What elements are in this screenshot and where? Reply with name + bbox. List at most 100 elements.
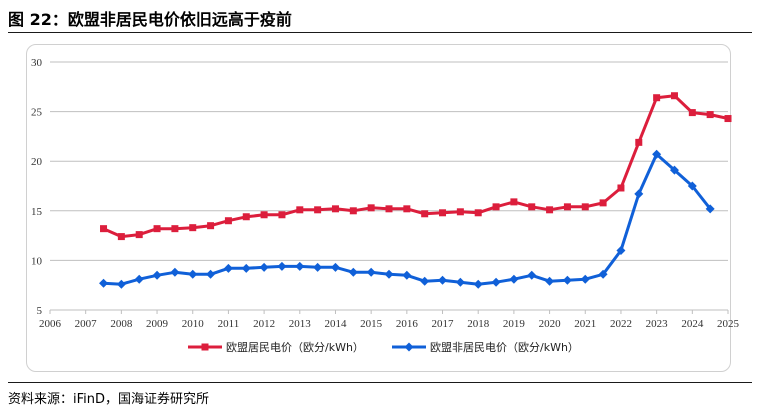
bottom-rule [8, 382, 752, 383]
series-1-point [528, 203, 536, 211]
series-1-point [439, 209, 447, 217]
series-2-point [652, 149, 662, 159]
series-1-point [189, 224, 197, 232]
series-2-point [223, 263, 233, 273]
legend-label-1: 欧盟居民电价（欧分/kWh） [226, 341, 364, 354]
series-1-point [314, 206, 322, 214]
series-1-point [563, 203, 571, 211]
series-1-point [260, 211, 268, 219]
series-2-point [295, 261, 305, 271]
series-2-point [580, 274, 590, 284]
series-2-point [491, 277, 501, 287]
x-tick-label: 2017 [432, 318, 455, 330]
x-tick-label: 2007 [75, 318, 98, 330]
top-rule [8, 32, 752, 33]
x-tick-label: 2024 [681, 318, 704, 330]
series-2-point [116, 279, 126, 289]
series-2-point [527, 270, 537, 280]
series-2-point [152, 270, 162, 280]
series-2-point [330, 262, 340, 272]
x-tick-label: 2014 [324, 318, 347, 330]
series-2-point [545, 276, 555, 286]
x-tick-label: 2009 [146, 318, 169, 330]
series-1-point [581, 203, 589, 211]
series-2-point [313, 262, 323, 272]
series-2-point [402, 270, 412, 280]
y-tick-label: 25 [31, 107, 43, 119]
series-2-point [687, 181, 697, 191]
series-2-point [277, 261, 287, 271]
series-1-point [421, 210, 429, 218]
series-2-point [366, 267, 376, 277]
series-1-point [153, 225, 161, 233]
series-2-point [634, 189, 644, 199]
series-1-point [492, 203, 500, 211]
figure-title: 图 22：欧盟非居民电价依旧远高于疫前 [8, 10, 292, 29]
series-2-point [438, 275, 448, 285]
series-2-point [348, 267, 358, 277]
series-1-point [331, 205, 339, 213]
series-2-point [705, 204, 715, 214]
y-tick-label: 15 [31, 206, 43, 218]
series-1-point [546, 206, 554, 214]
legend-label-2: 欧盟非居民电价（欧分/kWh） [430, 341, 579, 354]
series-2-point [241, 263, 251, 273]
y-tick-label: 10 [31, 255, 43, 267]
series-1-point [171, 225, 179, 233]
series-1-point [456, 208, 464, 216]
x-tick-label: 2021 [574, 318, 596, 330]
series-line-2 [103, 152, 712, 286]
series-1-point [706, 111, 714, 119]
y-tick-label: 30 [31, 57, 43, 69]
series-2-point [420, 276, 430, 286]
series-2-point [134, 274, 144, 284]
series-1-point [670, 92, 678, 100]
x-tick-label: 2010 [182, 318, 205, 330]
series-2-point [473, 279, 483, 289]
x-tick-label: 2015 [360, 318, 383, 330]
legend-marker-1 [201, 343, 209, 351]
series-1-point [617, 184, 625, 192]
series-line-1 [102, 94, 729, 239]
series-2-point [509, 274, 519, 284]
x-tick-label: 2012 [253, 318, 275, 330]
series-2-point [616, 245, 626, 255]
series-1-point [296, 206, 304, 214]
series-2-point [598, 269, 608, 279]
series-1-point [403, 205, 411, 213]
x-tick-label: 2008 [110, 318, 133, 330]
series-2-point [455, 277, 465, 287]
series-2-point [188, 269, 198, 279]
series-1-point [278, 211, 286, 219]
series-2-point [384, 269, 394, 279]
series-1-point [724, 115, 732, 123]
series-1-point [688, 109, 696, 117]
series-1-point [635, 138, 643, 146]
legend-marker-2 [404, 342, 414, 352]
series-1-point [653, 94, 661, 102]
x-tick-label: 2013 [289, 318, 312, 330]
series-1-point [474, 209, 482, 217]
x-tick-label: 2019 [503, 318, 526, 330]
x-tick-label: 2016 [396, 318, 419, 330]
series-1-point [117, 233, 125, 241]
series-1-point [349, 207, 357, 215]
x-tick-label: 2006 [39, 318, 62, 330]
series-2-point [259, 262, 269, 272]
series-1-point [224, 217, 232, 225]
x-tick-label: 2018 [467, 318, 490, 330]
source-note: 资料来源：iFinD，国海证券研究所 [8, 392, 210, 407]
series-1-point [100, 225, 108, 233]
x-tick-label: 2011 [218, 318, 240, 330]
series-1-point [207, 222, 215, 230]
series-2-point [206, 269, 216, 279]
x-tick-label: 2022 [610, 318, 632, 330]
series-1-point [367, 204, 375, 212]
series-2-point [669, 165, 679, 175]
series-1-point [242, 213, 250, 221]
y-tick-label: 5 [37, 305, 43, 317]
x-tick-label: 2025 [717, 318, 740, 330]
series-1-point [385, 205, 393, 213]
series-2-point [170, 267, 180, 277]
